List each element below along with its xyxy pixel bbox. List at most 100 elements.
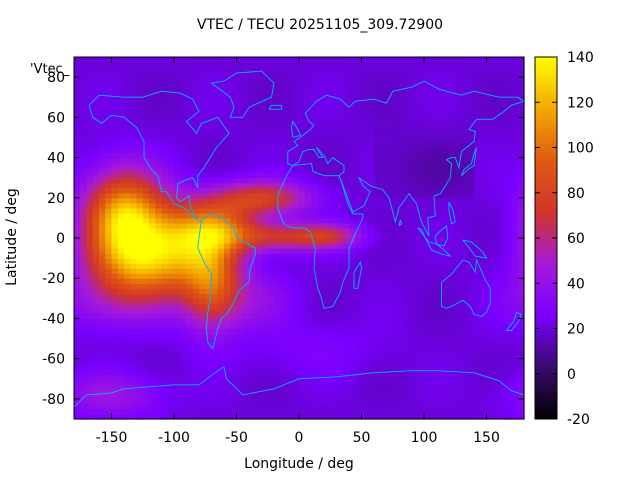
heatmap-cell xyxy=(161,127,169,134)
heatmap-cell xyxy=(299,383,306,390)
heatmap-cell xyxy=(242,117,250,123)
heatmap-cell xyxy=(161,107,169,113)
heatmap-cell xyxy=(305,378,313,385)
heatmap-cell xyxy=(317,383,325,390)
heatmap-cell xyxy=(205,298,213,304)
heatmap-cell xyxy=(267,343,275,350)
heatmap-cell xyxy=(430,162,438,169)
heatmap-cell xyxy=(455,348,463,355)
heatmap-cell xyxy=(236,408,244,415)
heatmap-cell xyxy=(336,222,344,229)
heatmap-cell xyxy=(199,268,206,274)
heatmap-cell xyxy=(430,127,438,134)
heatmap-cell xyxy=(424,87,431,93)
heatmap-cell xyxy=(292,398,300,405)
heatmap-cell xyxy=(292,232,300,239)
heatmap-cell xyxy=(255,293,263,299)
heatmap-cell xyxy=(455,107,463,113)
heatmap-cell xyxy=(142,238,150,244)
heatmap-cell xyxy=(249,373,256,380)
heatmap-cell xyxy=(174,142,181,149)
heatmap-cell xyxy=(342,172,350,179)
heatmap-cell xyxy=(124,308,131,315)
heatmap-cell xyxy=(305,358,313,365)
heatmap-cell xyxy=(167,92,175,98)
heatmap-cell xyxy=(274,398,281,405)
heatmap-cell xyxy=(255,253,263,259)
heatmap-cell xyxy=(317,308,325,315)
heatmap-cell xyxy=(417,388,425,395)
heatmap-cell xyxy=(230,238,238,244)
heatmap-cell xyxy=(130,117,138,123)
heatmap-cell xyxy=(136,243,144,249)
heatmap-cell xyxy=(449,263,456,269)
heatmap-cell xyxy=(374,323,381,330)
heatmap-cell xyxy=(242,97,250,103)
heatmap-cell xyxy=(261,112,269,118)
heatmap-cell xyxy=(199,298,206,304)
heatmap-cell xyxy=(449,318,456,325)
heatmap-cell xyxy=(74,283,81,289)
heatmap-cell xyxy=(99,192,106,199)
heatmap-cell xyxy=(455,212,463,219)
heatmap-cell xyxy=(111,167,119,174)
heatmap-cell xyxy=(136,97,144,103)
heatmap-cell xyxy=(224,383,231,390)
heatmap-cell xyxy=(361,373,369,380)
heatmap-cell xyxy=(142,117,150,123)
heatmap-cell xyxy=(180,77,188,83)
heatmap-cell xyxy=(430,238,438,244)
heatmap-cell xyxy=(105,403,113,410)
heatmap-cell xyxy=(186,137,194,144)
heatmap-cell xyxy=(455,127,463,134)
heatmap-cell xyxy=(142,253,150,259)
heatmap-cell xyxy=(442,202,450,209)
heatmap-cell xyxy=(242,258,250,264)
heatmap-cell xyxy=(405,182,413,189)
heatmap-cell xyxy=(149,212,156,219)
heatmap-cell xyxy=(367,238,375,244)
heatmap-cell xyxy=(305,137,313,144)
heatmap-cell xyxy=(92,373,100,380)
heatmap-cell xyxy=(211,303,219,309)
heatmap-cell xyxy=(505,318,513,325)
heatmap-cell xyxy=(161,152,169,159)
heatmap-cell xyxy=(392,328,400,335)
heatmap-cell xyxy=(130,343,138,350)
heatmap-cell xyxy=(236,112,244,118)
heatmap-cell xyxy=(455,192,463,199)
heatmap-cell xyxy=(242,92,250,98)
heatmap-cell xyxy=(92,308,100,315)
heatmap-cell xyxy=(230,207,238,214)
heatmap-cell xyxy=(330,333,338,340)
heatmap-cell xyxy=(230,283,238,289)
heatmap-cell xyxy=(211,328,219,335)
heatmap-cell xyxy=(224,378,231,385)
heatmap-cell xyxy=(305,278,313,284)
heatmap-cell xyxy=(342,278,350,284)
heatmap-cell xyxy=(192,368,200,375)
heatmap-cell xyxy=(367,323,375,330)
heatmap-cell xyxy=(336,333,344,340)
heatmap-cell xyxy=(174,243,181,249)
heatmap-cell xyxy=(492,167,500,174)
heatmap-cell xyxy=(499,398,506,405)
heatmap-cell xyxy=(80,117,88,123)
heatmap-cell xyxy=(117,413,125,420)
heatmap-cell xyxy=(92,398,100,405)
heatmap-cell xyxy=(261,343,269,350)
heatmap-cell xyxy=(74,132,81,139)
heatmap-cell xyxy=(461,368,469,375)
heatmap-cell xyxy=(386,333,394,340)
heatmap-cell xyxy=(411,212,419,219)
heatmap-cell xyxy=(336,147,344,154)
heatmap-cell xyxy=(380,353,388,360)
heatmap-cell xyxy=(330,248,338,254)
heatmap-cell xyxy=(399,112,406,118)
heatmap-cell xyxy=(217,378,225,385)
heatmap-cell xyxy=(317,283,325,289)
heatmap-cell xyxy=(517,393,525,400)
heatmap-cell xyxy=(80,353,88,360)
heatmap-cell xyxy=(142,77,150,83)
heatmap-cell xyxy=(130,87,138,93)
